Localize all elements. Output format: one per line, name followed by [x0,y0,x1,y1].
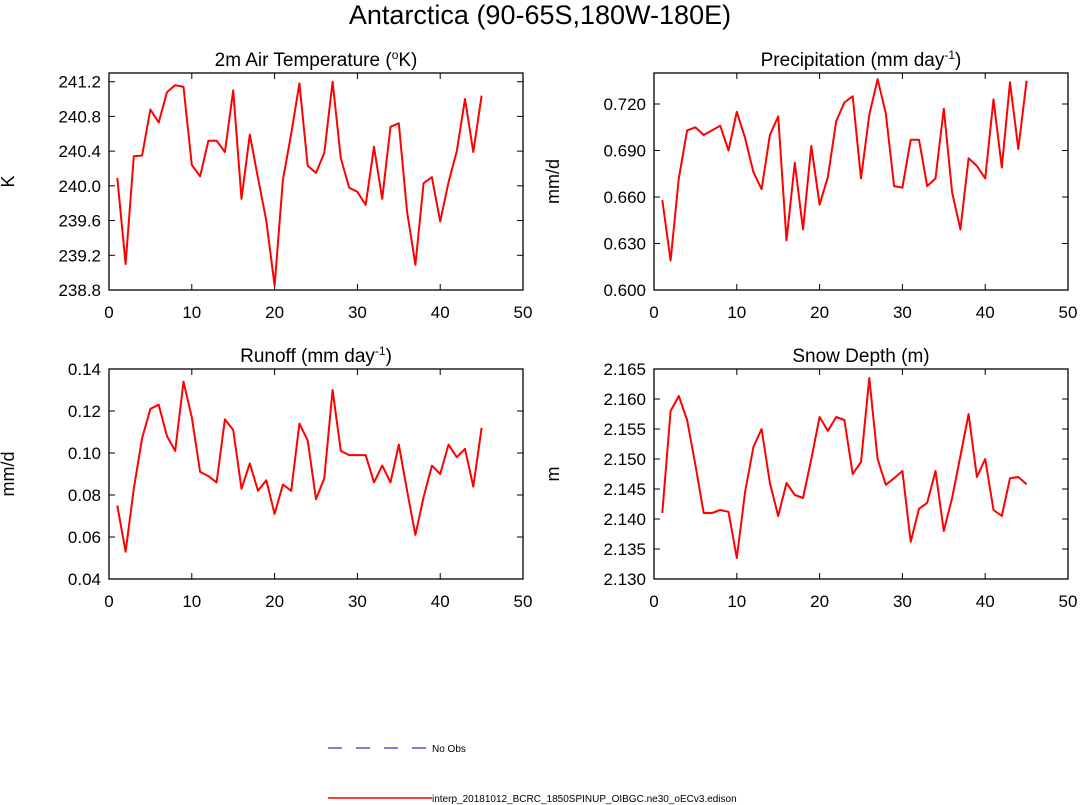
x-tick-label: 40 [976,303,995,322]
series-line [661,377,1028,559]
y-tick-label: 0.600 [603,281,646,300]
y-tick-label: 2.165 [603,360,646,379]
series-line [116,80,483,287]
x-tick-label: 20 [810,592,829,611]
x-tick-label: 30 [348,592,367,611]
legend-label-no-obs: No Obs [432,744,466,755]
x-tick-label: 40 [431,303,450,322]
x-tick-label: 10 [182,303,201,322]
y-tick-label: 239.2 [58,246,101,265]
y-tick-label: 0.660 [603,188,646,207]
y-tick-label: 0.08 [68,486,101,505]
x-tick-label: 30 [893,592,912,611]
series-line [661,78,1028,262]
x-tick-label: 40 [431,592,450,611]
y-tick-label: 241.2 [58,73,101,92]
y-tick-label: 2.135 [603,540,646,559]
legend: No Obs interp_20181012_BCRC_1850SPINUP_O… [328,744,737,805]
legend-item-model-run: interp_20181012_BCRC_1850SPINUP_OIBGC.ne… [328,794,737,805]
x-tick-label: 20 [810,303,829,322]
y-tick-label: 2.150 [603,450,646,469]
figure-title: Antarctica (90-65S,180W-180E) [349,0,731,30]
y-tick-label: 2.160 [603,390,646,409]
y-axis-label: mm/d [0,452,18,497]
y-axis-label: m [543,467,563,482]
y-tick-label: 240.8 [58,107,101,126]
y-tick-label: 0.630 [603,235,646,254]
x-tick-label: 10 [727,592,746,611]
y-tick-label: 2.155 [603,420,646,439]
plot-frame [653,72,1069,291]
plot-frame [108,72,524,291]
y-tick-label: 2.145 [603,480,646,499]
y-tick-label: 0.04 [68,570,101,589]
x-tick-label: 30 [348,303,367,322]
panel-runoff: Runoff (mm day-1) 0.04 0.06 0.08 0.10 0.12 0.1… [0,344,532,611]
panel-title: Snow Depth (m) [792,346,929,367]
y-tick-label: 240.0 [58,177,101,196]
x-tick-label: 50 [1059,303,1078,322]
x-tick-label: 30 [893,303,912,322]
x-tick-label: 0 [649,303,658,322]
y-tick-label: 0.12 [68,402,101,421]
y-axis-label: K [0,175,18,187]
y-tick-label: 2.130 [603,570,646,589]
y-tick-label: 239.6 [58,212,101,231]
x-tick-label: 0 [649,592,658,611]
panel-precip: Precipitation (mm day-1) 0.600 0.630 0.660 0… [543,48,1077,322]
panel-air-temp: 2m Air Temperature (oK) 238.8 239.2 239.6 24… [0,48,532,322]
panel-title: 2m Air Temperature (oK) [215,48,418,71]
legend-item-no-obs: No Obs [328,744,466,755]
panel-snow-depth: Snow Depth (m) 2.130 2.135 2.140 2.145 2.150 2… [543,346,1077,611]
x-tick-label: 0 [104,303,113,322]
panel-title: Precipitation (mm day-1) [761,48,962,71]
y-tick-label: 2.140 [603,510,646,529]
panel-title: Runoff (mm day-1) [240,344,392,367]
y-tick-label: 0.14 [68,360,101,379]
series-line [116,380,483,553]
plot-frame [108,368,524,580]
x-tick-label: 10 [182,592,201,611]
y-tick-label: 0.690 [603,142,646,161]
y-axis-label: mm/d [543,159,563,204]
y-tick-label: 238.8 [58,281,101,300]
y-tick-label: 0.720 [603,95,646,114]
y-tick-label: 240.4 [58,142,101,161]
x-tick-label: 20 [265,303,284,322]
legend-label-model-run: interp_20181012_BCRC_1850SPINUP_OIBGC.ne… [432,794,737,805]
x-tick-label: 50 [1059,592,1078,611]
x-tick-label: 50 [514,592,533,611]
y-tick-label: 0.10 [68,444,101,463]
y-tick-label: 0.06 [68,528,101,547]
plot-frame [653,368,1069,580]
x-tick-label: 40 [976,592,995,611]
x-tick-label: 10 [727,303,746,322]
x-tick-label: 20 [265,592,284,611]
x-tick-label: 0 [104,592,113,611]
x-tick-label: 50 [514,303,533,322]
panels: 2m Air Temperature (oK) 238.8 239.2 239.6 24… [0,48,1077,611]
